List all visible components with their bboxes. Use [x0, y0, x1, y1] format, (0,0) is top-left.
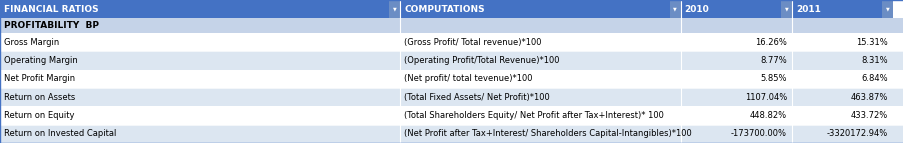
Bar — [0, 51, 903, 70]
Text: 2010: 2010 — [684, 4, 709, 13]
Text: 463.87%: 463.87% — [850, 93, 887, 102]
Text: ▼: ▼ — [673, 6, 676, 11]
Bar — [0, 70, 903, 88]
Text: 16.26%: 16.26% — [754, 38, 786, 47]
Text: -3320172.94%: -3320172.94% — [826, 129, 887, 138]
Text: 6.84%: 6.84% — [861, 74, 887, 83]
Text: 8.31%: 8.31% — [861, 56, 887, 65]
Text: FINANCIAL RATIOS: FINANCIAL RATIOS — [4, 4, 98, 13]
Text: 5.85%: 5.85% — [759, 74, 786, 83]
Text: 2011: 2011 — [795, 4, 820, 13]
Bar — [881, 0, 892, 18]
Bar — [0, 106, 903, 125]
Text: (Net Profit after Tax+Interest/ Shareholders Capital-Intangibles)*100: (Net Profit after Tax+Interest/ Sharehol… — [404, 129, 691, 138]
Text: Gross Margin: Gross Margin — [4, 38, 60, 47]
Text: Return on Assets: Return on Assets — [4, 93, 75, 102]
Bar — [388, 0, 399, 18]
Text: (Gross Profit/ Total revenue)*100: (Gross Profit/ Total revenue)*100 — [404, 38, 541, 47]
Text: PROFITABILITY  BP: PROFITABILITY BP — [4, 21, 99, 30]
Text: 448.82%: 448.82% — [749, 111, 786, 120]
Text: ▼: ▼ — [392, 6, 396, 11]
Bar — [791, 0, 892, 18]
Text: Return on Equity: Return on Equity — [4, 111, 74, 120]
Text: 15.31%: 15.31% — [855, 38, 887, 47]
Text: Operating Margin: Operating Margin — [4, 56, 78, 65]
Bar — [0, 18, 903, 33]
Bar — [680, 0, 791, 18]
Text: 1107.04%: 1107.04% — [744, 93, 786, 102]
Text: 433.72%: 433.72% — [850, 111, 887, 120]
Text: 8.77%: 8.77% — [759, 56, 786, 65]
Text: (Net profit/ total tevenue)*100: (Net profit/ total tevenue)*100 — [404, 74, 532, 83]
Text: (Operating Profit/Total Revenue)*100: (Operating Profit/Total Revenue)*100 — [404, 56, 559, 65]
Text: -173700.00%: -173700.00% — [731, 129, 786, 138]
Bar — [0, 88, 903, 106]
Text: Net Profit Margin: Net Profit Margin — [4, 74, 75, 83]
Bar — [0, 33, 903, 51]
Text: ▼: ▼ — [784, 6, 787, 11]
Text: (Total Fixed Assets/ Net Profit)*100: (Total Fixed Assets/ Net Profit)*100 — [404, 93, 549, 102]
Bar — [399, 0, 680, 18]
Text: Return on Invested Capital: Return on Invested Capital — [4, 129, 116, 138]
Text: COMPUTATIONS: COMPUTATIONS — [404, 4, 484, 13]
Bar — [780, 0, 791, 18]
Bar — [0, 0, 399, 18]
Bar — [669, 0, 680, 18]
Bar — [0, 125, 903, 143]
Text: (Total Shareholders Equity/ Net Profit after Tax+Interest)* 100: (Total Shareholders Equity/ Net Profit a… — [404, 111, 663, 120]
Text: ▼: ▼ — [885, 6, 889, 11]
